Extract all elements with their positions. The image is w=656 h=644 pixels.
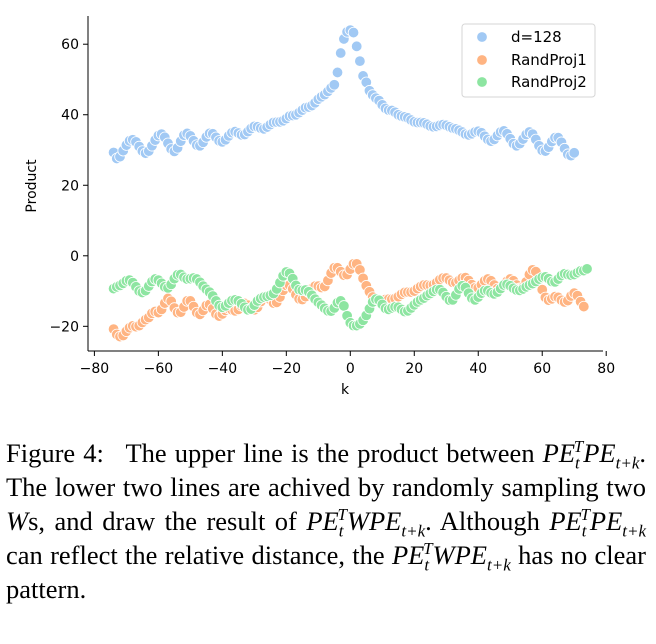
- x-tick-label: −20: [272, 361, 302, 377]
- legend-label-d128: d=128: [511, 28, 562, 46]
- caption-text-6: has no clear pattern.: [6, 540, 646, 604]
- x-tick-label: 20: [405, 361, 423, 377]
- scatter-chart: −80 −60 −40 −20 0 20 40 60 80 −20 0 20 40 60 k Produc…: [24, 16, 615, 398]
- caption-text-4: . Although: [425, 506, 540, 536]
- legend-label-randproj1: RandProj1: [511, 51, 587, 69]
- caption-text-5: can reflect the relative distance, the: [6, 540, 385, 570]
- x-tick-label: 40: [469, 361, 487, 377]
- data-point: [338, 300, 350, 312]
- data-point: [328, 79, 341, 91]
- y-tick-label: 20: [61, 178, 79, 194]
- data-point: [581, 263, 593, 275]
- caption-text-3: s, and draw the result of: [28, 506, 297, 536]
- x-tick-label: 60: [533, 361, 551, 377]
- y-tick-label: −20: [49, 319, 79, 335]
- caption-text-2: . The lower two lines are achived by ran…: [6, 438, 646, 502]
- math-w: W: [6, 506, 29, 536]
- y-tick-label: 0: [70, 249, 79, 265]
- math-pe-t-w-pe-tk: PEtTWPEt+k: [306, 505, 426, 541]
- x-tick-label: 80: [597, 361, 615, 377]
- x-tick-label: 0: [346, 361, 355, 377]
- y-tick-label: 40: [61, 108, 79, 124]
- figure-caption: Figure 4: The upper line is the product …: [6, 436, 646, 606]
- legend-label-randproj2: RandProj2: [511, 73, 587, 91]
- math-pe-t-w-pe-tk-2: PEtTWPEt+k: [391, 539, 511, 575]
- data-point: [354, 55, 366, 67]
- ticks: −80 −60 −40 −20 0 20 40 60 80 −20 0 20 40 60: [49, 37, 615, 377]
- series-2: [107, 263, 593, 332]
- legend-marker-randproj2: [476, 76, 488, 88]
- data-point: [331, 66, 344, 79]
- x-tick-label: −40: [208, 361, 238, 377]
- data-point: [347, 26, 360, 39]
- x-axis-label: k: [341, 382, 350, 398]
- data-point: [578, 300, 590, 313]
- legend-frame: [461, 23, 596, 98]
- caption-text-1: The upper line is the product between: [125, 438, 535, 468]
- math-pe-t-pe-tk: PEtTPEt+k: [542, 437, 640, 473]
- math-pe-t-pe-tk-2: PEtTPEt+k: [549, 505, 647, 541]
- legend: d=128 RandProj1 RandProj2: [461, 23, 596, 98]
- data-points: [107, 24, 593, 343]
- legend-marker-randproj1: [476, 54, 488, 66]
- y-tick-label: 60: [61, 37, 79, 53]
- x-tick-label: −60: [144, 361, 174, 377]
- axes: [87, 16, 603, 352]
- data-point: [568, 147, 580, 159]
- data-point: [335, 47, 347, 59]
- data-point: [351, 40, 363, 53]
- legend-marker-d128: [476, 31, 488, 43]
- series-0: [107, 24, 580, 165]
- caption-label: Figure 4:: [6, 438, 104, 468]
- y-axis-label: Product: [24, 159, 40, 213]
- x-tick-label: −80: [80, 361, 110, 377]
